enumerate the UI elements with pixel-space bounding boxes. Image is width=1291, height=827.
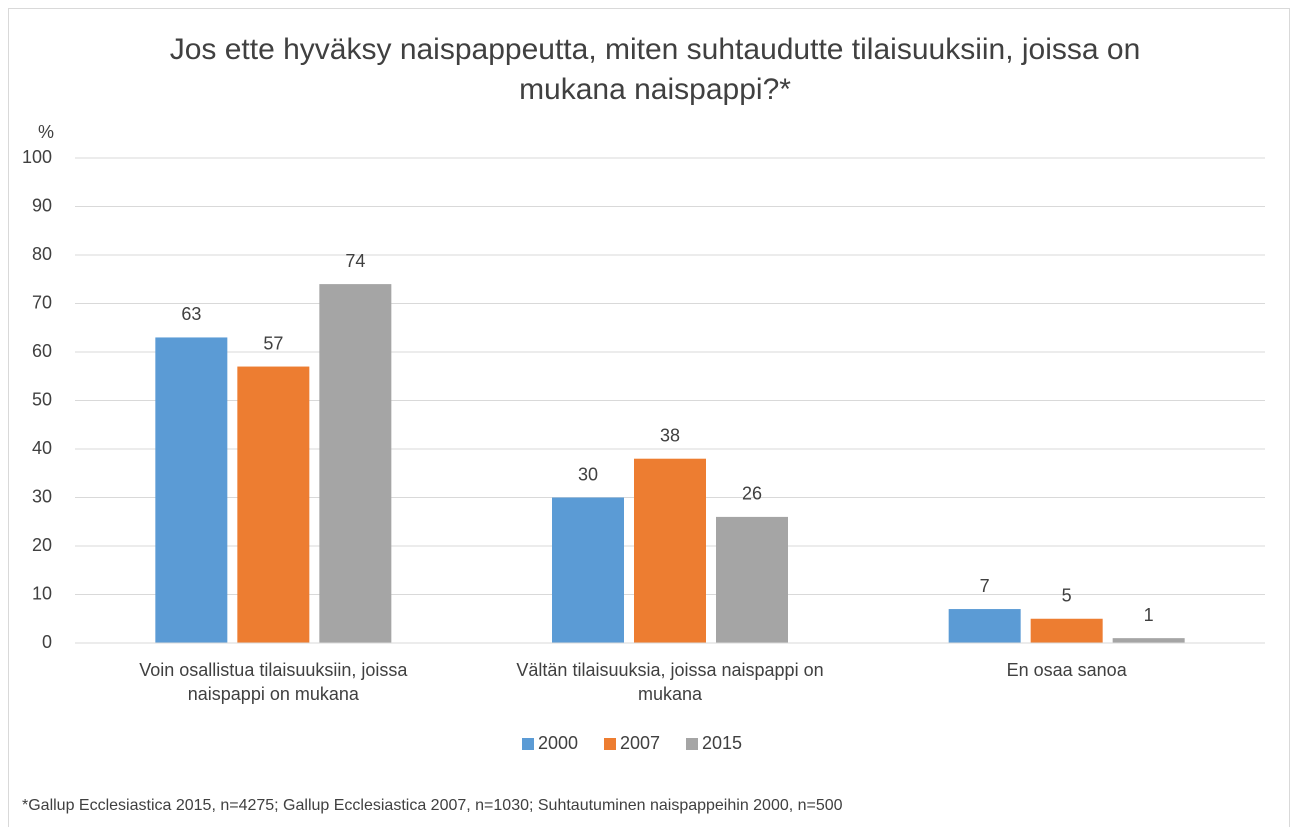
bar — [552, 497, 624, 643]
x-tick-label: Vältän tilaisuuksia, joissa naispappi on… — [516, 660, 824, 704]
data-label: 7 — [980, 576, 990, 596]
legend-swatch — [604, 738, 616, 750]
x-tick-label: En osaa sanoa — [1006, 660, 1127, 680]
y-tick-label: 50 — [32, 389, 52, 409]
data-label: 74 — [345, 251, 365, 271]
bar — [634, 458, 706, 643]
y-tick-label: 100 — [22, 147, 52, 167]
y-tick-label: 40 — [32, 438, 52, 458]
data-label: 30 — [578, 464, 598, 484]
footnote: *Gallup Ecclesiastica 2015, n=4275; Gall… — [22, 797, 843, 814]
y-tick-label: 0 — [42, 632, 52, 652]
legend-swatch — [686, 738, 698, 750]
bar — [716, 516, 788, 643]
bar — [155, 337, 228, 643]
bar — [237, 366, 310, 643]
chart-border — [8, 8, 1290, 827]
data-label: 5 — [1062, 586, 1072, 606]
data-label: 57 — [263, 333, 283, 353]
data-label: 38 — [660, 425, 680, 445]
data-label: 1 — [1144, 605, 1154, 625]
bar — [948, 609, 1021, 643]
y-tick-label: 20 — [32, 535, 52, 555]
legend-label: 2015 — [702, 733, 742, 753]
bar — [319, 284, 392, 643]
y-tick-label: 10 — [32, 583, 52, 603]
legend-swatch — [522, 738, 534, 750]
bar — [1030, 618, 1103, 643]
bar — [1112, 638, 1185, 643]
y-tick-label: 90 — [32, 195, 52, 215]
data-label: 63 — [181, 304, 201, 324]
y-tick-label: 80 — [32, 244, 52, 264]
y-tick-label: 60 — [32, 341, 52, 361]
data-label: 26 — [742, 484, 762, 504]
legend-label: 2007 — [620, 733, 660, 753]
y-tick-label: 70 — [32, 292, 52, 312]
chart-title: Jos ette hyväksy naispappeutta, miten su… — [169, 33, 1141, 106]
y-axis-label: % — [38, 122, 54, 142]
y-tick-label: 30 — [32, 486, 52, 506]
x-tick-label: Voin osallistua tilaisuuksiin, joissa na… — [139, 660, 408, 704]
legend-label: 2000 — [538, 733, 578, 753]
